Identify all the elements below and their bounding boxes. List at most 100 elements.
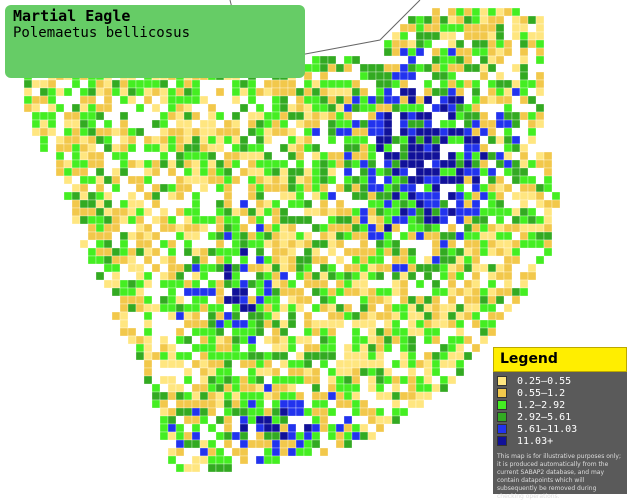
map-cell [287,447,297,457]
map-cell [239,383,249,393]
map-cell [463,159,473,169]
map-cell [191,431,201,441]
map-cell [223,119,233,129]
map-cell [319,87,329,97]
map-cell [383,335,393,345]
title-box: Martial Eagle Polemaetus bellicosus [5,5,305,78]
map-cell [511,23,521,33]
map-cell [327,383,337,393]
map-cell [231,303,241,313]
map-cell [407,223,417,233]
map-cell [127,335,137,345]
map-cell [423,39,433,49]
map-cell [295,287,305,297]
map-cell [199,319,209,329]
map-cell [95,223,105,233]
map-cell [119,303,129,313]
map-cell [239,375,249,385]
map-cell [191,191,201,201]
map-cell [535,87,545,97]
map-cell [343,95,353,105]
map-cell [375,63,385,73]
map-cell [359,175,369,185]
map-cell [175,119,185,129]
map-cell [423,135,433,145]
map-cell [247,295,257,305]
map-cell [375,247,385,257]
map-cell [167,303,177,313]
map-cell [119,319,129,329]
map-cell [159,351,169,361]
map-cell [271,175,281,185]
map-cell [247,439,257,449]
map-cell [175,151,185,161]
map-cell [535,199,545,209]
map-cell [175,423,185,433]
map-cell [255,439,265,449]
map-cell [239,239,249,249]
map-cell [359,271,369,281]
map-cell [463,111,473,121]
map-cell [383,143,393,153]
map-cell [215,415,225,425]
map-cell [207,463,217,473]
map-cell [295,335,305,345]
map-cell [471,167,481,177]
map-cell [167,271,177,281]
map-cell [527,239,537,249]
map-cell [183,399,193,409]
map-cell [495,183,505,193]
map-cell [543,215,553,225]
map-cell [399,391,409,401]
map-cell [415,135,425,145]
map-cell [231,399,241,409]
map-cell [287,79,297,89]
map-cell [191,423,201,433]
map-cell [167,167,177,177]
map-cell [239,167,249,177]
map-cell [487,303,497,313]
map-cell [335,111,345,121]
map-cell [447,159,457,169]
map-cell [143,327,153,337]
map-cell [55,167,65,177]
map-cell [143,175,153,185]
map-cell [391,399,401,409]
map-cell [431,87,441,97]
map-cell [167,295,177,305]
map-cell [359,399,369,409]
map-cell [63,87,73,97]
map-cell [255,255,265,265]
map-cell [399,159,409,169]
map-cell [95,135,105,145]
map-cell [79,199,89,209]
map-cell [31,95,41,105]
map-cell [247,95,257,105]
map-cell [527,159,537,169]
map-cell [191,175,201,185]
map-cell [159,375,169,385]
map-cell [383,167,393,177]
map-cell [279,431,289,441]
map-cell [495,55,505,65]
map-cell [303,103,313,113]
map-cell [447,207,457,217]
map-cell [327,167,337,177]
map-cell [471,239,481,249]
map-cell [431,303,441,313]
map-cell [399,167,409,177]
map-cell [527,15,537,25]
map-cell [183,335,193,345]
map-cell [215,111,225,121]
map-cell [511,215,521,225]
map-cell [223,463,233,473]
map-cell [175,183,185,193]
map-cell [263,135,273,145]
map-cell [247,367,257,377]
map-cell [95,239,105,249]
map-cell [215,311,225,321]
map-cell [535,215,545,225]
map-cell [407,327,417,337]
map-cell [287,311,297,321]
